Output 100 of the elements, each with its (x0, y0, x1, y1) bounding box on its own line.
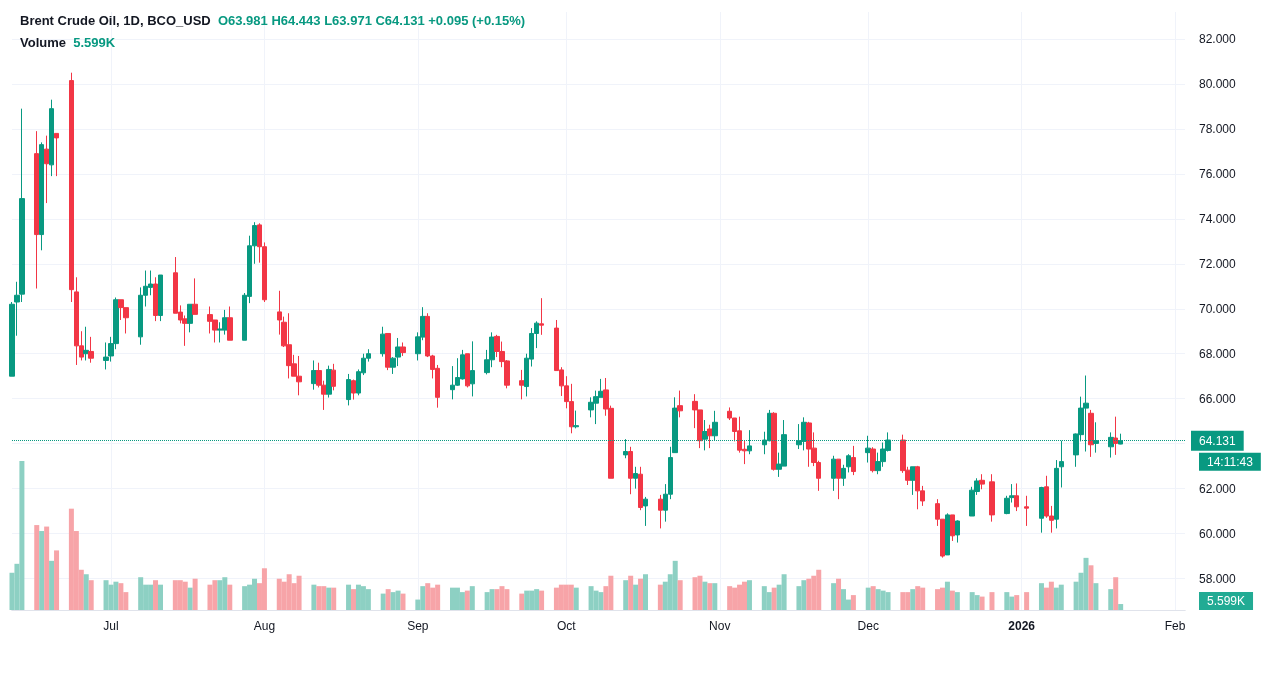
bar (351, 589, 357, 610)
bar (83, 574, 89, 610)
candlestick (331, 363, 336, 391)
bar (638, 578, 644, 610)
chart-subtitle: O63.981 H64.443 L63.971 C64.131 +0.095 (+0.15%) (210, 13, 526, 28)
y-tick-label: 68.000 (1199, 346, 1237, 361)
chart-title: Volume (20, 35, 66, 50)
bar (1058, 584, 1064, 610)
candlestick (945, 512, 950, 556)
bar (1088, 565, 1094, 610)
bar (1108, 589, 1114, 610)
bar (1014, 595, 1020, 610)
bar (935, 589, 941, 610)
y-tick-label: 70.000 (1199, 301, 1237, 316)
bar (153, 580, 159, 610)
bar (1048, 581, 1054, 610)
chart-subtitle: 5.599K (65, 35, 116, 50)
candlestick (69, 72, 74, 303)
bar (707, 583, 713, 610)
y-tick-label: 62.000 (1199, 481, 1237, 496)
bar (870, 586, 876, 610)
bar (88, 580, 94, 610)
candlestick (955, 519, 960, 544)
bar (524, 590, 530, 610)
bar (915, 586, 921, 610)
candlestick (1059, 440, 1064, 488)
ref-line-label: 64.131 (1199, 433, 1237, 448)
bar (727, 586, 733, 610)
bar (459, 592, 465, 610)
candlestick (658, 494, 663, 529)
bar (979, 596, 985, 610)
x-tick-label: Oct (556, 619, 577, 633)
candlestick (1024, 495, 1029, 527)
candlestick (771, 411, 777, 472)
bar (182, 581, 188, 610)
bar (910, 589, 916, 610)
bar (677, 580, 683, 610)
candlestick (1113, 416, 1118, 456)
candlestick (39, 141, 44, 251)
bar (469, 586, 475, 610)
bar (657, 584, 663, 610)
bar (831, 583, 837, 610)
y-tick-label: 78.000 (1199, 121, 1237, 136)
candlestick (633, 466, 638, 490)
bar (598, 592, 604, 610)
candlestick (385, 332, 391, 371)
bar (331, 587, 337, 610)
candlestick (227, 306, 233, 341)
bar (633, 584, 639, 610)
candlestick (836, 458, 841, 500)
candlestick (44, 135, 49, 204)
y-tick-label: 66.000 (1199, 391, 1237, 406)
bar (326, 587, 332, 610)
y-tick-label: 80.000 (1199, 76, 1237, 91)
candlestick (950, 514, 955, 542)
bar (34, 525, 40, 610)
bar (949, 590, 955, 610)
y-tick-label: 82.000 (1199, 31, 1237, 46)
bar (865, 587, 871, 610)
bar (885, 592, 891, 610)
text: 14:11:43 (1207, 454, 1254, 469)
bar (296, 575, 302, 610)
candlestick (519, 369, 525, 400)
candlestick (54, 132, 59, 177)
bar (385, 589, 391, 610)
bar (573, 587, 579, 610)
candlestick (979, 473, 985, 490)
x-tick-label: 2026 (1008, 619, 1036, 633)
bar (54, 550, 60, 610)
bar (900, 592, 906, 610)
x-tick-label: Dec (857, 619, 879, 633)
candlestick (153, 276, 158, 322)
candlestick (638, 466, 643, 511)
y-tick-label: 58.000 (1199, 571, 1237, 586)
bar (464, 590, 470, 610)
bar (836, 578, 842, 610)
candlestick (841, 464, 846, 487)
bar (395, 590, 401, 610)
bar (400, 593, 406, 610)
bar (365, 589, 371, 610)
bar (623, 580, 629, 610)
candlestick (49, 99, 54, 177)
bar (242, 586, 248, 610)
candlestick (1039, 486, 1044, 534)
candlestick (34, 130, 39, 290)
bar (311, 584, 317, 610)
bar (628, 575, 634, 610)
bar (39, 531, 45, 610)
candlestick (351, 379, 356, 401)
x-tick-label: Aug (253, 619, 276, 633)
candlestick (470, 340, 475, 397)
bar (49, 560, 55, 610)
candlestick (326, 365, 332, 399)
bar (380, 593, 386, 610)
candlestick (1014, 482, 1019, 512)
bar (697, 575, 703, 610)
candlestick (707, 424, 713, 449)
bar (261, 568, 267, 610)
candlestick (158, 274, 163, 322)
y-tick-label: 74.000 (1199, 211, 1237, 226)
